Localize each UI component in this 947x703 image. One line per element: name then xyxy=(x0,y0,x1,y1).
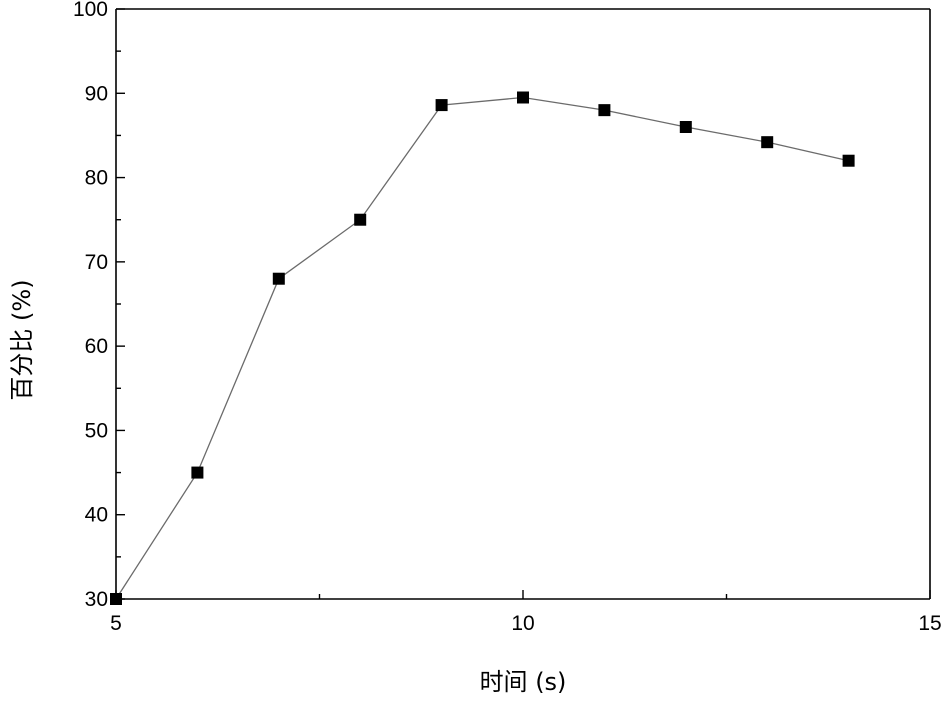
data-point xyxy=(354,214,366,226)
x-tick-label: 15 xyxy=(918,612,941,635)
y-tick-label: 60 xyxy=(85,335,108,358)
y-tick-label: 100 xyxy=(73,0,108,21)
x-axis-ticks: 5 10 15 xyxy=(110,590,942,635)
y-axis-title: 百分比 (%) xyxy=(8,279,36,400)
data-point xyxy=(598,104,610,116)
x-axis-title: 时间 (s) xyxy=(480,668,567,696)
y-tick-label: 90 xyxy=(85,82,108,105)
y-tick-label: 50 xyxy=(85,419,108,442)
y-tick-label: 80 xyxy=(85,167,108,190)
data-point xyxy=(761,136,773,148)
data-point xyxy=(436,99,448,111)
series-group xyxy=(110,92,855,606)
x-tick-label: 5 xyxy=(110,612,122,635)
data-point xyxy=(110,593,122,605)
data-point xyxy=(191,467,203,479)
data-point xyxy=(680,121,692,133)
data-point xyxy=(517,92,529,104)
series-line xyxy=(116,98,849,600)
x-tick-label: 10 xyxy=(511,612,534,635)
y-tick-label: 70 xyxy=(85,251,108,274)
data-point xyxy=(273,273,285,285)
y-axis-ticks: 30 40 50 60 70 80 90 100 xyxy=(73,0,125,611)
y-tick-label: 40 xyxy=(85,504,108,527)
data-point xyxy=(843,155,855,167)
y-tick-label: 30 xyxy=(85,588,108,611)
